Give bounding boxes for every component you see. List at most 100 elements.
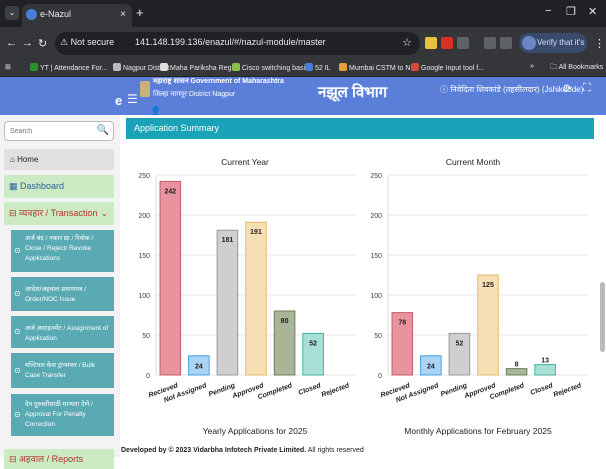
main-content: Application Summary Current Year 0 50 100 1… <box>120 115 606 445</box>
sidebar-subitem-assignment[interactable]: ⊙ अर्ज असाइनमेंट / Assignment of Applicat… <box>11 316 114 348</box>
back-icon[interactable]: ← <box>6 37 17 49</box>
forward-icon[interactable]: → <box>22 37 33 49</box>
y-tick-label: 150 <box>138 253 150 260</box>
url-text[interactable]: 141.148.199.136/enazul/#/nazul-module/ma… <box>135 37 326 47</box>
emblem-icon <box>140 81 150 97</box>
search-input[interactable] <box>10 125 90 138</box>
bookmark-favicon-icon <box>339 63 347 71</box>
bar-recieved[interactable] <box>159 180 182 376</box>
page-scrollbar[interactable] <box>600 282 605 352</box>
bookmark-item[interactable]: Cisco switching basi... <box>232 63 311 72</box>
circle-icon: ⊙ <box>14 327 21 336</box>
bar-not-assigned[interactable] <box>420 355 442 376</box>
circle-icon: ⊙ <box>14 410 21 419</box>
y-tick-label: 0 <box>146 373 150 380</box>
not-secure-label[interactable]: ⚠ Not secure <box>60 37 115 47</box>
extension-icon[interactable] <box>425 37 437 49</box>
bookmark-favicon-icon <box>411 63 419 71</box>
close-window-button[interactable]: ✕ <box>588 6 598 18</box>
transaction-icon: ⊟ <box>9 208 20 218</box>
bookmark-item[interactable]: Google Input tool f... <box>411 63 484 72</box>
search-icon[interactable]: 🔍 <box>96 125 110 136</box>
bar-closed[interactable] <box>534 364 556 376</box>
sidebar-search: 🔍 <box>4 121 114 141</box>
bar-recieved[interactable] <box>391 312 414 376</box>
bookmark-favicon-icon <box>113 63 121 71</box>
bookmark-star-icon[interactable]: ☆ <box>402 37 412 49</box>
bar-approved[interactable] <box>477 274 499 376</box>
profile-verify-button[interactable]: Verify that it's you <box>519 33 587 67</box>
brand-logo[interactable]: e <box>115 93 123 108</box>
home-icon: ⌂ <box>10 155 18 164</box>
y-tick-label: 200 <box>138 213 150 220</box>
x-tick-label: Rejected <box>553 382 583 399</box>
district-line: जिल्हा नागपूर District Nagpur <box>153 91 236 98</box>
sidebar-subitem-order-noc[interactable]: ⊙ आदेश/अहवाल प्रमाणपत्र / Order/NOC Issue <box>11 277 114 311</box>
reports-icon: ⊟ <box>9 454 20 464</box>
browser-tab[interactable]: e-Nazul × <box>22 4 132 27</box>
chart-caption-month: Monthly Applications for February 2025 <box>404 426 552 436</box>
address-bar[interactable]: ⚠ Not secure 141.148.199.136/enazul/#/na… <box>55 32 420 55</box>
apps-grid-icon[interactable]: ⊞ <box>5 64 11 71</box>
bookmark-favicon-icon <box>30 63 38 71</box>
profile-avatar-icon <box>522 36 536 50</box>
fullscreen-icon[interactable]: ⛶ <box>583 82 591 94</box>
bar-closed[interactable] <box>302 332 324 376</box>
user-menu[interactable]: ⓘ निवेदिता शिवकांडे (तहसीलदार) (Jshikdod… <box>440 85 584 94</box>
sidebar-subitem-close-reject[interactable]: ⊙ अर्ज बंद / नकार द्या / रिवोक / Close / … <box>11 230 114 272</box>
tab-search-icon[interactable]: ⌄ <box>5 6 19 20</box>
bar-approved[interactable] <box>245 221 267 376</box>
browser-menu-icon[interactable]: ⋮ <box>594 38 605 50</box>
bookmark-item[interactable]: Mumbai CSTM to N... <box>339 63 416 72</box>
menu-toggle-icon[interactable]: ☰ <box>127 92 138 106</box>
bookmark-item[interactable]: Maha Pariksha Regi... <box>160 63 239 72</box>
user-icon: 👤 <box>150 106 162 116</box>
bar-completed[interactable] <box>273 310 296 376</box>
sidebar-subitem-penalty-correction[interactable]: ⊙ देय दुरुस्तीसाठी मान्यता देणे / Approva… <box>11 394 114 436</box>
info-icon: ⓘ <box>440 85 451 94</box>
sidebar-item-reports[interactable]: ⊟ अहवाल / Reports <box>4 449 114 469</box>
chart-title-year: Current Year <box>221 157 269 167</box>
bar-pending[interactable] <box>448 332 471 376</box>
bar-completed[interactable] <box>505 368 528 376</box>
download-icon[interactable] <box>500 37 512 49</box>
circle-icon: ⊙ <box>14 365 21 375</box>
bar-pending[interactable] <box>216 229 239 376</box>
browser-tabbar: ⌄ e-Nazul × + − ❐ ✕ <box>0 0 606 27</box>
new-tab-button[interactable]: + <box>136 5 144 20</box>
minimize-button[interactable]: − <box>545 5 552 17</box>
refresh-icon[interactable]: ⟳ <box>563 83 573 95</box>
sidebar-item-dashboard[interactable]: ▦ Dashboard <box>4 175 114 198</box>
bookmark-item[interactable]: 52 IL <box>305 63 331 72</box>
reading-list-icon[interactable] <box>484 37 496 49</box>
sidebar-item-transaction[interactable]: ⊟ व्यवहार / Transaction ⌄ <box>4 202 114 225</box>
data-label: 24 <box>427 363 435 370</box>
app-header: e ☰ महाराष्ट्र शासन Government of Mahara… <box>0 77 606 116</box>
sidebar-item-home[interactable]: ⌂ Home <box>4 149 114 170</box>
y-tick-label: 250 <box>138 173 150 180</box>
tab-close-icon[interactable]: × <box>120 9 126 20</box>
bookmark-item[interactable]: Nagpur District <box>113 63 169 72</box>
y-tick-label: 250 <box>370 173 382 180</box>
more-bookmarks-icon[interactable]: » <box>530 63 534 70</box>
data-label: 181 <box>222 237 234 244</box>
tab-title: e-Nazul <box>40 9 72 19</box>
bookmark-item[interactable]: YT | Attendance For... <box>30 63 107 72</box>
bookmark-favicon-icon <box>160 63 168 71</box>
extension-new-icon[interactable] <box>441 37 453 49</box>
sidebar-subitem-bulk-transfer[interactable]: ⊙ मल्टिपल केस ट्रान्सफर / Bulk Case Trans… <box>11 353 114 388</box>
all-bookmarks-item[interactable]: 🗀 All Bookmarks <box>550 64 604 71</box>
y-tick-label: 50 <box>374 333 382 340</box>
data-label: 125 <box>482 282 494 289</box>
bookmark-favicon-icon <box>232 63 240 71</box>
summary-header: Application Summary <box>126 118 594 139</box>
y-tick-label: 200 <box>370 213 382 220</box>
y-tick-label: 100 <box>138 293 150 300</box>
bookmarks-bar: ⊞ YT | Attendance For... Nagpur District… <box>0 60 606 77</box>
data-label: 242 <box>164 188 176 195</box>
bar-not-assigned[interactable] <box>188 355 210 376</box>
chevron-down-icon: ⌄ <box>100 208 108 218</box>
reload-icon[interactable]: ↻ <box>38 38 48 50</box>
maximize-button[interactable]: ❐ <box>566 6 576 18</box>
extensions-puzzle-icon[interactable] <box>457 37 469 49</box>
